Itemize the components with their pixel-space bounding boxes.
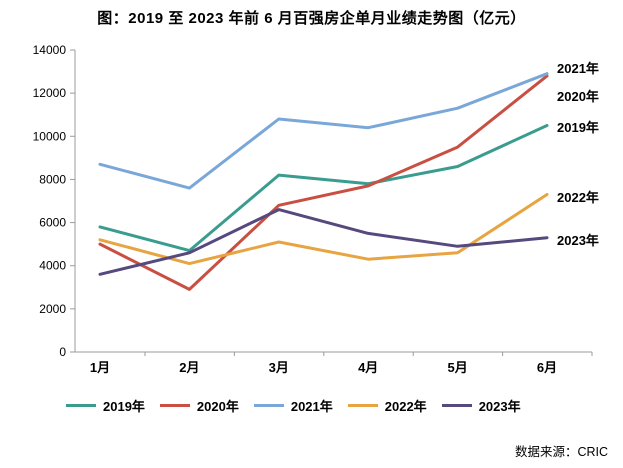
series-line-2019 <box>98 124 549 253</box>
x-tick-label: 1月 <box>90 360 110 375</box>
y-tick-label: 8000 <box>39 172 66 186</box>
series-line-2023 <box>98 208 549 276</box>
legend-swatch <box>66 404 96 407</box>
legend-item-2023: 2023年 <box>441 396 521 415</box>
y-tick-label: 0 <box>59 345 66 359</box>
series-line-2022 <box>98 193 549 266</box>
y-tick-label: 14000 <box>33 43 67 57</box>
legend-swatch <box>347 404 378 407</box>
y-tick-label: 10000 <box>33 129 67 143</box>
series-end-label: 2019年 <box>557 120 599 135</box>
series-end-label: 2020年 <box>557 89 599 104</box>
y-tick-label: 2000 <box>39 302 66 316</box>
chart-title: 图：2019 至 2023 年前 6 月百强房企单月业绩走势图（亿元） <box>97 10 526 27</box>
legend-swatch <box>253 404 284 407</box>
legend-label: 2023年 <box>478 399 521 414</box>
legend-label: 2022年 <box>384 399 427 414</box>
x-tick-label: 5月 <box>447 360 467 375</box>
source-note: 数据来源：CRIC <box>514 445 608 459</box>
series-line-2021 <box>98 72 549 190</box>
legend-label: 2019年 <box>103 399 145 414</box>
legend-label: 2021年 <box>290 399 333 414</box>
series-end-label: 2022年 <box>557 190 599 205</box>
y-tick-label: 12000 <box>33 86 67 100</box>
y-tick-label: 4000 <box>39 259 66 273</box>
series-end-label: 2023年 <box>557 233 599 248</box>
x-tick-label: 4月 <box>358 360 378 375</box>
legend-item-2019: 2019年 <box>66 396 145 415</box>
x-tick-label: 6月 <box>537 360 557 375</box>
legend-swatch <box>159 404 190 407</box>
legend-item-2022: 2022年 <box>347 396 427 415</box>
legend-item-2020: 2020年 <box>159 396 239 415</box>
series-end-label: 2021年 <box>557 61 599 76</box>
x-tick-label: 2月 <box>179 360 199 375</box>
y-tick-label: 6000 <box>39 216 66 230</box>
legend-item-2021: 2021年 <box>253 396 333 415</box>
legend: 2019年 2020年 2021年 2022年 2023年 <box>66 396 521 415</box>
legend-swatch <box>441 404 472 407</box>
series-line-2020 <box>98 74 549 291</box>
legend-label: 2020年 <box>196 399 239 414</box>
x-tick-label: 3月 <box>269 360 289 375</box>
